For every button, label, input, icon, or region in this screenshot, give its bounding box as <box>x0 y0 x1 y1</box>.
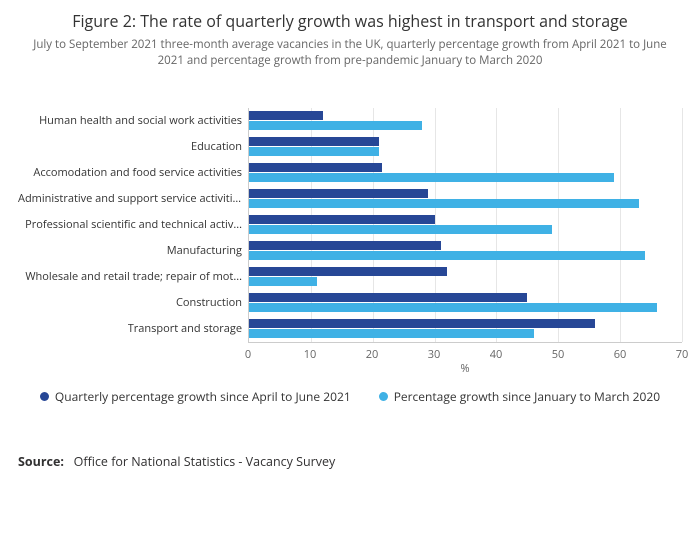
bar-series-2 <box>249 329 534 338</box>
legend-label-2: Percentage growth since January to March… <box>394 388 660 405</box>
bar-row <box>249 238 682 264</box>
source-label: Source: <box>18 453 64 470</box>
x-tick: 0 <box>245 347 251 362</box>
legend-item-series-1: Quarterly percentage growth since April … <box>40 388 351 405</box>
x-tick: 40 <box>490 347 503 362</box>
bar-series-2 <box>249 199 639 208</box>
x-tick: 10 <box>304 347 317 362</box>
bar-series-1 <box>249 241 441 250</box>
bar-row <box>249 108 682 134</box>
y-axis-label: Human health and social work activities <box>18 108 248 134</box>
bar-series-1 <box>249 111 323 120</box>
bar-row <box>249 134 682 160</box>
legend: Quarterly percentage growth since April … <box>18 388 682 405</box>
source-line: Source: Office for National Statistics -… <box>18 453 682 470</box>
bar-series-2 <box>249 225 552 234</box>
bar-series-1 <box>249 189 428 198</box>
gridline <box>682 108 683 342</box>
bar-row <box>249 186 682 212</box>
chart-title: Figure 2: The rate of quarterly growth w… <box>18 12 682 31</box>
bar-series-1 <box>249 163 382 172</box>
bar-series-1 <box>249 267 447 276</box>
y-axis-label: Transport and storage <box>18 316 248 342</box>
x-tick: 70 <box>676 347 689 362</box>
x-tick: 20 <box>366 347 379 362</box>
bar-row <box>249 212 682 238</box>
y-axis-label: Professional scientific and technical ac… <box>18 212 248 238</box>
y-axis-label: Accomodation and food service activities <box>18 160 248 186</box>
bar-row <box>249 290 682 316</box>
bar-series-2 <box>249 277 317 286</box>
x-tick: 60 <box>614 347 627 362</box>
chart-area: Human health and social work activitiesE… <box>18 108 682 342</box>
bar-series-2 <box>249 251 645 260</box>
bar-series-1 <box>249 215 435 224</box>
bar-row <box>249 160 682 186</box>
legend-item-series-2: Percentage growth since January to March… <box>379 388 660 405</box>
bar-row <box>249 316 682 342</box>
bar-series-2 <box>249 121 422 130</box>
y-axis-label: Education <box>18 134 248 160</box>
legend-swatch-2 <box>379 392 388 401</box>
bar-series-2 <box>249 303 657 312</box>
bar-series-2 <box>249 147 379 156</box>
bar-series-1 <box>249 319 595 328</box>
chart-subtitle: July to September 2021 three-month avera… <box>30 37 670 68</box>
y-axis-label: Administrative and support service activ… <box>18 186 248 212</box>
x-axis-title: % <box>460 361 469 376</box>
bar-series-1 <box>249 293 527 302</box>
plot-area <box>248 108 682 342</box>
y-axis-label: Wholesale and retail trade; repair of mo… <box>18 264 248 290</box>
y-axis-label: Manufacturing <box>18 238 248 264</box>
y-axis-labels: Human health and social work activitiesE… <box>18 108 248 342</box>
source-text: Office for National Statistics - Vacancy… <box>74 453 336 470</box>
bar-series-2 <box>249 173 614 182</box>
bar-series-1 <box>249 137 379 146</box>
y-axis-label: Construction <box>18 290 248 316</box>
x-tick: 30 <box>428 347 441 362</box>
x-axis: % 010203040506070 <box>248 342 682 374</box>
legend-swatch-1 <box>40 392 49 401</box>
legend-label-1: Quarterly percentage growth since April … <box>55 388 351 405</box>
bar-row <box>249 264 682 290</box>
x-tick: 50 <box>552 347 565 362</box>
